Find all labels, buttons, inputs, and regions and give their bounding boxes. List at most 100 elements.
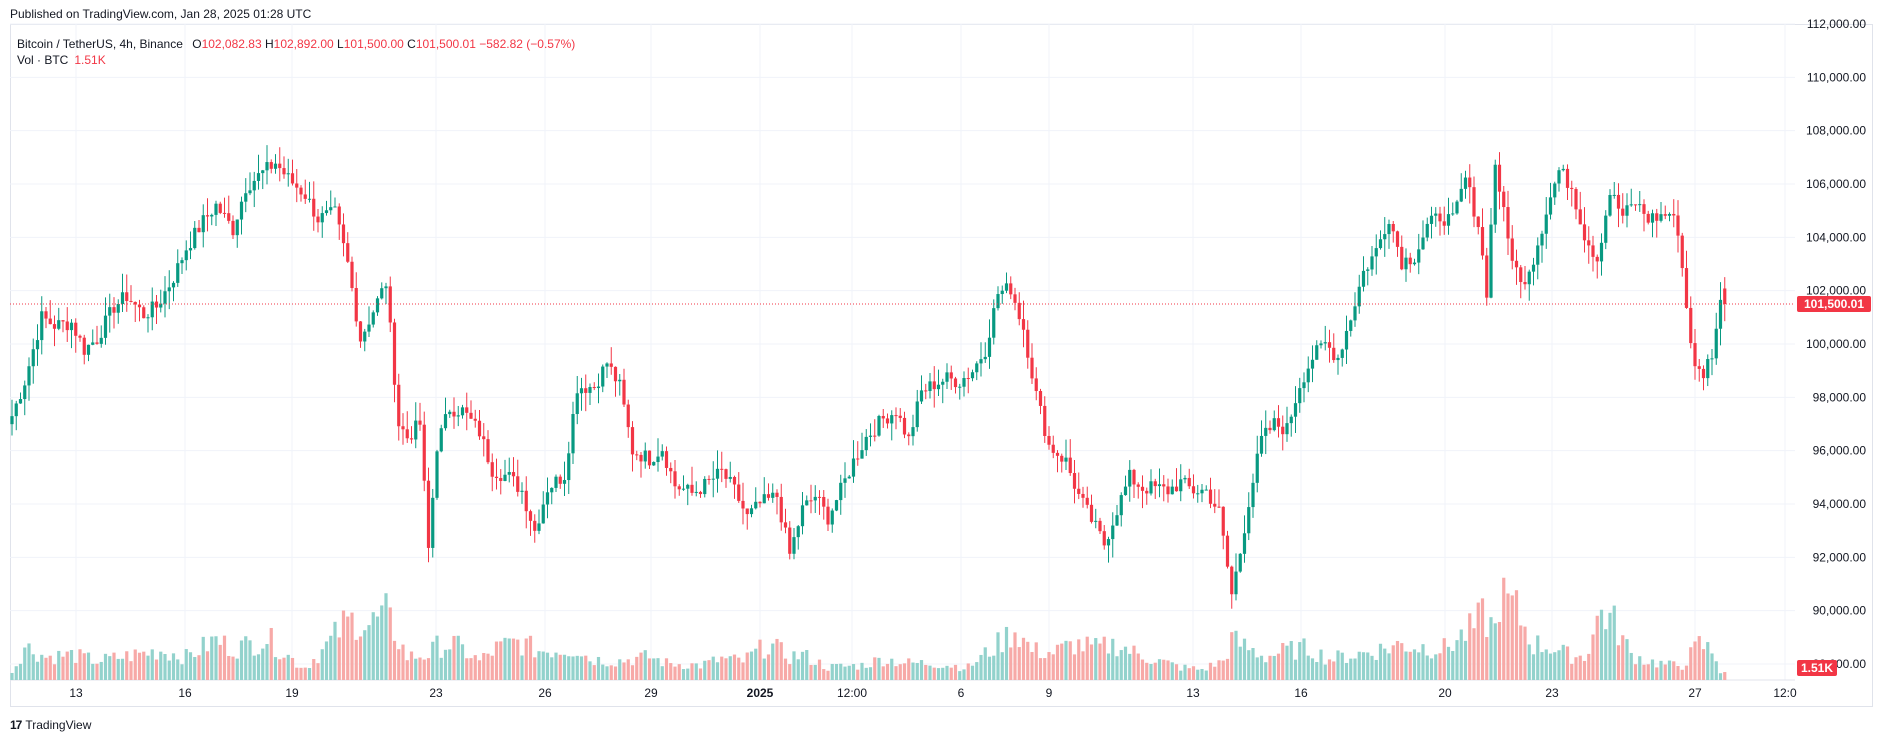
volume-bar xyxy=(902,663,907,680)
candle-body xyxy=(868,435,873,437)
candle-body xyxy=(307,198,312,200)
volume-bar xyxy=(1208,662,1213,680)
volume-bar xyxy=(1353,658,1357,680)
candle-body xyxy=(1349,320,1353,331)
volume-bar xyxy=(720,656,724,680)
candle-body xyxy=(1557,170,1561,184)
candle-body xyxy=(1336,357,1340,361)
candle-body xyxy=(694,491,698,493)
volume-bar xyxy=(1340,652,1344,680)
candle-body xyxy=(885,418,890,424)
candle-body xyxy=(499,478,503,481)
volume-bar xyxy=(588,661,592,680)
candle-body xyxy=(486,439,490,463)
volume-bar xyxy=(1310,658,1315,680)
volume-bar xyxy=(31,654,35,680)
candle-body xyxy=(813,496,817,501)
footer-brand[interactable]: 17 TradingView xyxy=(10,718,91,732)
candle-body xyxy=(295,183,299,188)
volume-bar xyxy=(341,610,346,680)
volume-bar xyxy=(299,667,303,680)
volume-bar xyxy=(1451,651,1455,680)
volume-bar xyxy=(307,668,312,680)
volume-bar xyxy=(1629,652,1633,680)
volume-bar xyxy=(460,644,465,680)
volume-bar xyxy=(125,651,129,680)
volume-bar xyxy=(775,638,779,680)
volume-bar xyxy=(949,667,953,680)
volume-bar xyxy=(214,636,218,680)
volume-bar xyxy=(1417,652,1421,680)
symbol-label[interactable]: Bitcoin / TetherUS, 4h, Binance xyxy=(17,37,183,51)
candle-body xyxy=(133,301,137,305)
volume-bar xyxy=(133,649,137,680)
candle-body xyxy=(1638,204,1642,206)
volume-bar xyxy=(448,649,452,680)
candle-body xyxy=(392,322,397,385)
volume-bar xyxy=(235,658,239,680)
y-tick-label: 108,000.00 xyxy=(1806,124,1866,138)
volume-bar xyxy=(1349,658,1353,680)
volume-bar xyxy=(316,663,320,680)
volume-bar xyxy=(1221,660,1225,680)
candle-body xyxy=(1493,164,1497,225)
volume-bar xyxy=(1557,650,1561,680)
volume-bar xyxy=(728,656,732,680)
volume-bar xyxy=(482,653,486,680)
volume-bar xyxy=(201,636,205,680)
volume-bar xyxy=(1344,662,1349,680)
volume-bar xyxy=(1136,653,1140,680)
candle-body xyxy=(898,415,902,418)
candle-body xyxy=(1502,191,1506,208)
volume-bar xyxy=(116,658,120,680)
y-tick-label: 102,000.00 xyxy=(1806,284,1866,298)
candle-body xyxy=(1544,214,1548,234)
candle-body xyxy=(1081,493,1085,498)
candle-body xyxy=(1412,262,1417,265)
candle-body xyxy=(1140,486,1145,491)
volume-bar xyxy=(843,666,847,680)
volume-bar xyxy=(456,635,460,680)
volume-label[interactable]: Vol · BTC xyxy=(17,53,69,67)
volume-bar xyxy=(1625,639,1629,680)
candle-body xyxy=(1281,426,1285,435)
volume-bar xyxy=(503,637,507,680)
volume-bar xyxy=(1723,672,1727,680)
candle-body xyxy=(1701,368,1706,379)
candle-body xyxy=(1034,378,1038,392)
candle-body xyxy=(1085,497,1089,505)
candle-body xyxy=(52,324,57,329)
volume-bar xyxy=(1064,640,1068,680)
candle-body xyxy=(57,320,61,329)
volume-bar xyxy=(1315,662,1319,680)
candle-body xyxy=(269,162,273,169)
candle-body xyxy=(754,501,758,509)
x-tick-label: 26 xyxy=(538,686,552,700)
volume-bar xyxy=(715,662,720,680)
candle-body xyxy=(1391,223,1395,232)
candle-body xyxy=(1446,214,1451,226)
candle-body xyxy=(341,224,346,244)
x-tick-label: 19 xyxy=(285,686,299,700)
candle-body xyxy=(1089,504,1094,522)
volume-bar xyxy=(295,667,299,680)
candle-body xyxy=(1340,349,1344,358)
volume-bar xyxy=(915,662,919,680)
candle-body xyxy=(579,388,584,394)
candle-body xyxy=(316,216,320,223)
volume-bar xyxy=(439,657,443,680)
volume-bar xyxy=(1187,668,1191,680)
volume-bar xyxy=(426,658,431,680)
candle-body xyxy=(788,527,792,554)
candle-body xyxy=(1565,168,1570,188)
volume-bar xyxy=(1455,640,1459,680)
volume-bar xyxy=(469,658,473,680)
candle-body xyxy=(380,288,384,299)
candle-body xyxy=(830,510,834,525)
volume-bar xyxy=(694,663,698,680)
volume-bar xyxy=(1009,647,1013,680)
volume-bar xyxy=(847,665,851,680)
volume-bar xyxy=(1081,651,1085,680)
volume-bar xyxy=(363,630,367,680)
